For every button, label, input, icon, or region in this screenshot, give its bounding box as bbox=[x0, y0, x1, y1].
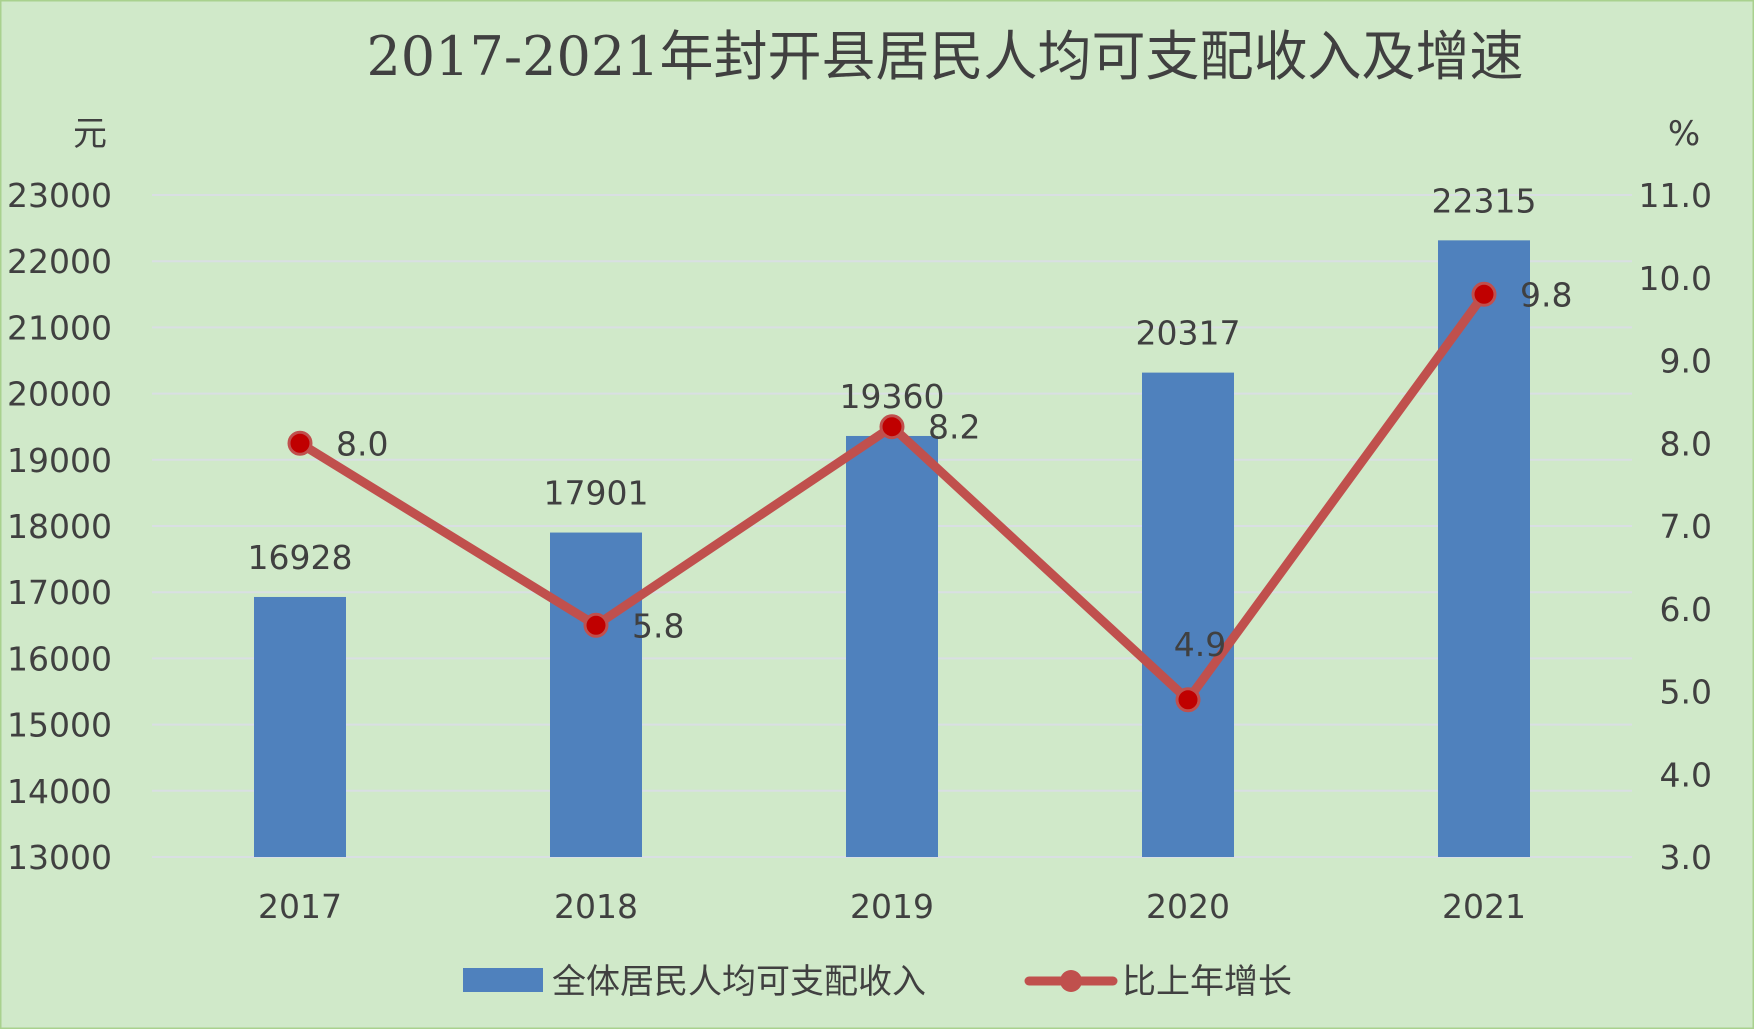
bar-data-label: 20317 bbox=[1136, 314, 1241, 353]
line-data-label: 8.0 bbox=[336, 424, 388, 463]
y-left-tick-label: 15000 bbox=[7, 706, 112, 745]
y-right-unit-label: % bbox=[1668, 114, 1700, 154]
y-right-tick-label: 5.0 bbox=[1660, 673, 1712, 712]
line-point bbox=[583, 612, 609, 638]
legend: 全体居民人均可支配收入 比上年增长 bbox=[463, 962, 1292, 1002]
gridlines bbox=[152, 194, 1632, 858]
y-right-tick-label: 6.0 bbox=[1660, 590, 1712, 629]
y-right-tick-label: 8.0 bbox=[1660, 424, 1712, 463]
y-left-tick-label: 22000 bbox=[7, 242, 112, 281]
y-left-axis: 13000 14000 15000 16000 17000 18000 19000 20000… bbox=[7, 176, 112, 877]
line-data-label: 8.2 bbox=[928, 408, 980, 447]
y-left-tick-label: 13000 bbox=[7, 838, 112, 877]
bar-series: 16928 17901 19360 20317 22315 bbox=[248, 181, 1537, 858]
bar bbox=[254, 596, 346, 857]
y-left-tick-label: 18000 bbox=[7, 507, 112, 546]
bar bbox=[1142, 372, 1234, 857]
line-data-label: 9.8 bbox=[1520, 275, 1572, 314]
x-tick-label: 2017 bbox=[258, 887, 342, 926]
x-tick-label: 2020 bbox=[1146, 887, 1230, 926]
x-tick-label: 2021 bbox=[1442, 887, 1526, 926]
x-tick-label: 2019 bbox=[850, 887, 934, 926]
line-point bbox=[1471, 281, 1497, 307]
y-left-tick-label: 21000 bbox=[7, 308, 112, 347]
y-left-tick-label: 14000 bbox=[7, 772, 112, 811]
line-point bbox=[287, 430, 313, 456]
legend-bar-swatch bbox=[463, 968, 543, 992]
bar-data-label: 17901 bbox=[544, 474, 649, 513]
line-data-label: 5.8 bbox=[632, 606, 684, 645]
line-point bbox=[879, 414, 905, 440]
bar-data-label: 22315 bbox=[1432, 181, 1537, 220]
bar-data-label: 16928 bbox=[248, 538, 353, 577]
y-right-tick-label: 7.0 bbox=[1660, 507, 1712, 546]
y-left-tick-label: 23000 bbox=[7, 176, 112, 215]
y-right-tick-label: 3.0 bbox=[1660, 838, 1712, 877]
bar bbox=[550, 532, 642, 857]
line-series: 8.0 5.8 8.2 4.9 9.8 bbox=[287, 275, 1572, 713]
y-right-tick-label: 4.0 bbox=[1660, 755, 1712, 794]
line-point bbox=[1175, 687, 1201, 713]
y-right-tick-label: 9.0 bbox=[1660, 342, 1712, 381]
chart-title: 2017-2021年封开县居民人均可支配收入及增速 bbox=[366, 25, 1523, 88]
bar bbox=[846, 435, 938, 857]
legend-line-label: 比上年增长 bbox=[1122, 962, 1292, 1002]
x-axis: 2017 2018 2019 2020 2021 bbox=[258, 887, 1526, 926]
y-left-tick-label: 17000 bbox=[7, 573, 112, 612]
y-left-tick-label: 20000 bbox=[7, 375, 112, 414]
legend-bar-label: 全体居民人均可支配收入 bbox=[552, 962, 926, 1002]
y-left-tick-label: 16000 bbox=[7, 639, 112, 678]
y-right-tick-label: 11.0 bbox=[1639, 176, 1712, 215]
bar-data-label: 19360 bbox=[840, 377, 945, 416]
x-tick-label: 2018 bbox=[554, 887, 638, 926]
y-right-tick-label: 10.0 bbox=[1639, 259, 1712, 298]
line-data-label: 4.9 bbox=[1174, 625, 1226, 664]
y-left-unit-label: 元 bbox=[73, 114, 107, 154]
y-left-tick-label: 19000 bbox=[7, 441, 112, 480]
y-right-axis: 3.0 4.0 5.0 6.0 7.0 8.0 9.0 10.0 11.0 bbox=[1639, 176, 1712, 877]
legend-line-marker bbox=[1060, 970, 1082, 992]
